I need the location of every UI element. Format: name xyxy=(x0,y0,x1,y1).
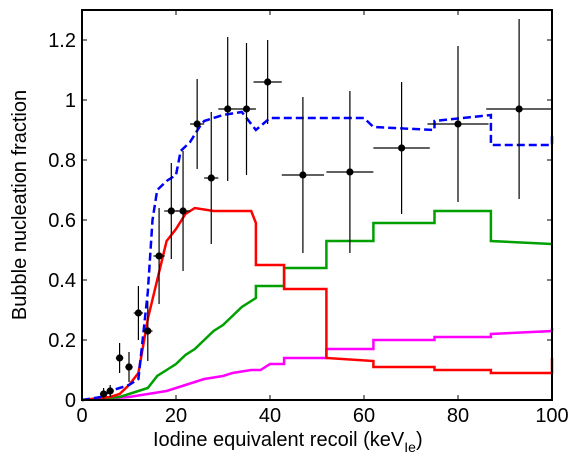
y-tick-label: 0.4 xyxy=(48,270,76,292)
x-axis-title-suffix: ) xyxy=(416,429,423,451)
y-tick-label: 0.8 xyxy=(48,150,76,172)
y-tick-label: 0 xyxy=(65,390,76,412)
data-point xyxy=(144,327,152,335)
data-point xyxy=(106,387,114,395)
data-point xyxy=(193,120,201,128)
data-point xyxy=(116,354,124,362)
data-point xyxy=(100,390,108,398)
data-point xyxy=(264,78,272,86)
data-point xyxy=(242,105,251,113)
x-axis-title-main: Iodine equivalent recoil (keV xyxy=(153,429,405,451)
x-axis-title: Iodine equivalent recoil (keVIe) xyxy=(153,429,423,455)
data-point xyxy=(167,207,175,215)
y-tick-label: 1.2 xyxy=(48,30,76,52)
y-tick-label: 1 xyxy=(65,90,76,112)
x-tick-label: 80 xyxy=(447,405,469,427)
x-axis-title-subscript: Ie xyxy=(404,439,416,455)
data-point xyxy=(515,105,523,113)
data-point xyxy=(224,105,232,113)
plot-frame xyxy=(81,9,553,401)
data-point xyxy=(207,174,215,182)
data-point xyxy=(125,363,133,371)
data-point xyxy=(454,120,462,128)
series-line-total xyxy=(81,110,554,402)
y-tick-label: 0.6 xyxy=(48,210,76,232)
series-line-red xyxy=(81,206,554,402)
plot-area xyxy=(81,19,554,402)
y-tick-label: 0.2 xyxy=(48,330,76,352)
data-point xyxy=(134,309,142,317)
data-point xyxy=(155,252,163,260)
series-line-magenta xyxy=(81,328,554,402)
series-line-green xyxy=(81,209,553,402)
data-point xyxy=(346,168,354,176)
x-tick-label: 100 xyxy=(535,405,568,427)
x-tick-label: 40 xyxy=(259,405,281,427)
y-axis-title: Bubble nucleation fraction xyxy=(9,90,31,320)
data-point xyxy=(398,144,406,152)
x-tick-label: 0 xyxy=(76,405,87,427)
data-point xyxy=(179,207,187,215)
axes: 0 20 40 60 80 100 0 0.2 0.4 0.6 0.8 1 1.2 xyxy=(48,10,569,427)
x-tick-label: 20 xyxy=(165,405,187,427)
x-tick-label: 60 xyxy=(353,405,375,427)
data-point xyxy=(299,171,307,179)
